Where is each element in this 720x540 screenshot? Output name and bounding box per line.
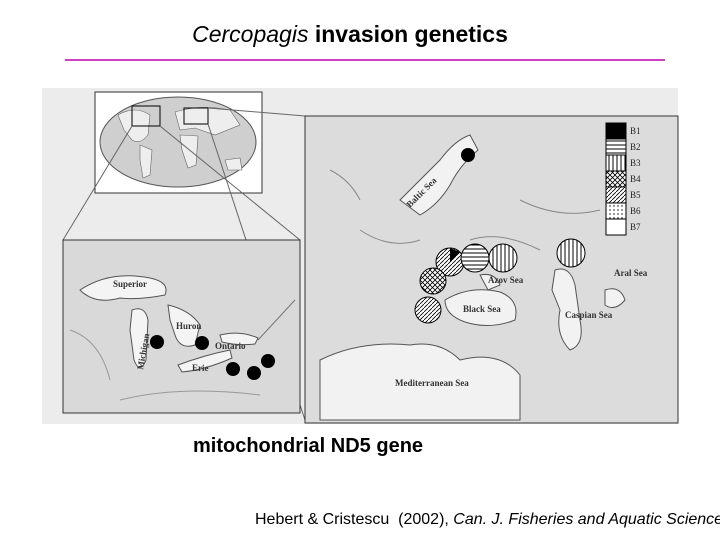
site-dot — [195, 336, 209, 350]
title-text: invasion genetics — [315, 21, 508, 47]
europe-map: Baltic Sea Azov Sea Black Sea Caspian Se… — [304, 115, 679, 424]
haplotype-pie — [488, 243, 518, 273]
caption: mitochondrial ND5 gene — [193, 435, 423, 457]
legend: B1 B2 B3 B4 B5 B6 B7 — [605, 122, 641, 236]
site-dot — [461, 148, 475, 162]
slide-title: Cercopagis invasion genetics — [192, 21, 508, 47]
legend-label: B7 — [630, 222, 641, 232]
legend-label: B3 — [630, 158, 641, 168]
legend-label: B1 — [630, 126, 641, 136]
haplotype-pie — [460, 243, 490, 273]
legend-label: B6 — [630, 206, 641, 216]
lake-label: Ontario — [215, 341, 246, 351]
legend-label: B2 — [630, 142, 641, 152]
sea-label: Caspian Sea — [565, 310, 613, 320]
citation: Hebert & Cristescu (2002), Can. J. Fishe… — [255, 511, 720, 528]
sea-label: Azov Sea — [488, 275, 524, 285]
sea-label: Black Sea — [463, 304, 501, 314]
haplotype-pie — [556, 238, 586, 268]
world-map — [62, 91, 306, 421]
lake-label: Superior — [113, 279, 147, 289]
site-dot — [247, 366, 261, 380]
site-dot — [226, 362, 240, 376]
citation-authors: Hebert & Cristescu (2002), — [255, 511, 453, 528]
citation-journal: Can. J. Fisheries and Aquatic Sciences — [453, 511, 720, 528]
pie-slice — [450, 248, 460, 262]
haplotype-pie — [414, 296, 442, 324]
sea-label: Mediterranean Sea — [395, 378, 469, 388]
legend-label: B4 — [630, 174, 641, 184]
sea-label: Aral Sea — [614, 268, 648, 278]
site-dot — [150, 335, 164, 349]
legend-label: B5 — [630, 190, 641, 200]
great-lakes-map: Superior Huron Ontario Michigan Erie — [62, 239, 301, 414]
title-italic: Cercopagis — [192, 21, 309, 47]
site-dot — [261, 354, 275, 368]
haplotype-pie — [419, 267, 447, 295]
lake-label: Huron — [176, 321, 201, 331]
lake-label: Erie — [192, 363, 209, 373]
